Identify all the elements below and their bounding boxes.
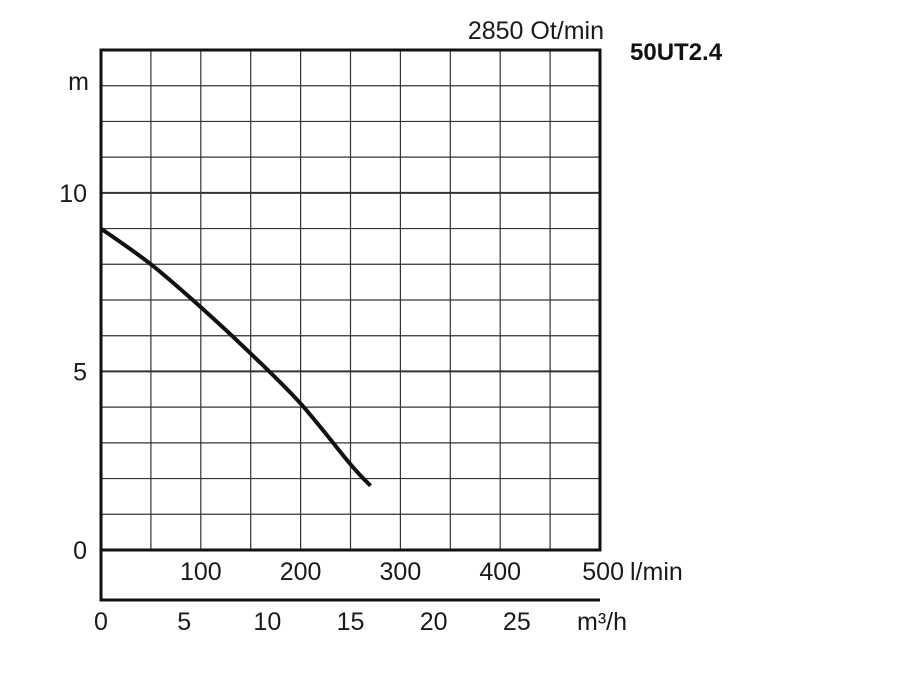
grid xyxy=(101,50,600,550)
x-axis-label-lpm: l/min xyxy=(630,558,683,586)
x-axis-label-m3h: m³/h xyxy=(577,608,627,636)
x-tick-label-m3h: 20 xyxy=(420,608,448,636)
x-tick-label-lpm: 400 xyxy=(479,558,521,586)
x-tick-label-lpm: 200 xyxy=(280,558,322,586)
series-line-head-curve xyxy=(99,226,372,488)
x-tick-label-lpm: 100 xyxy=(180,558,222,586)
x-tick-label-m3h: 0 xyxy=(94,608,108,636)
model-label: 50UT2.4 xyxy=(630,39,723,66)
y-tick-label: 10 xyxy=(59,180,87,208)
x-tick-label-m3h: 25 xyxy=(503,608,531,636)
y-axis-label: m xyxy=(68,68,89,96)
x-tick-label-m3h: 10 xyxy=(253,608,281,636)
tick-labels: 0 5 10 100 200 300 400 500 0 5 10 15 20 25 xyxy=(59,180,624,636)
x-tick-label-m3h: 5 xyxy=(177,608,191,636)
y-tick-label: 0 xyxy=(73,537,87,565)
x-tick-label-lpm: 500 xyxy=(582,558,624,586)
x-tick-label-lpm: 300 xyxy=(380,558,422,586)
x-tick-label-m3h: 15 xyxy=(337,608,365,636)
y-tick-label: 5 xyxy=(73,358,87,386)
chart-title: 2850 Ot/min xyxy=(468,17,604,45)
